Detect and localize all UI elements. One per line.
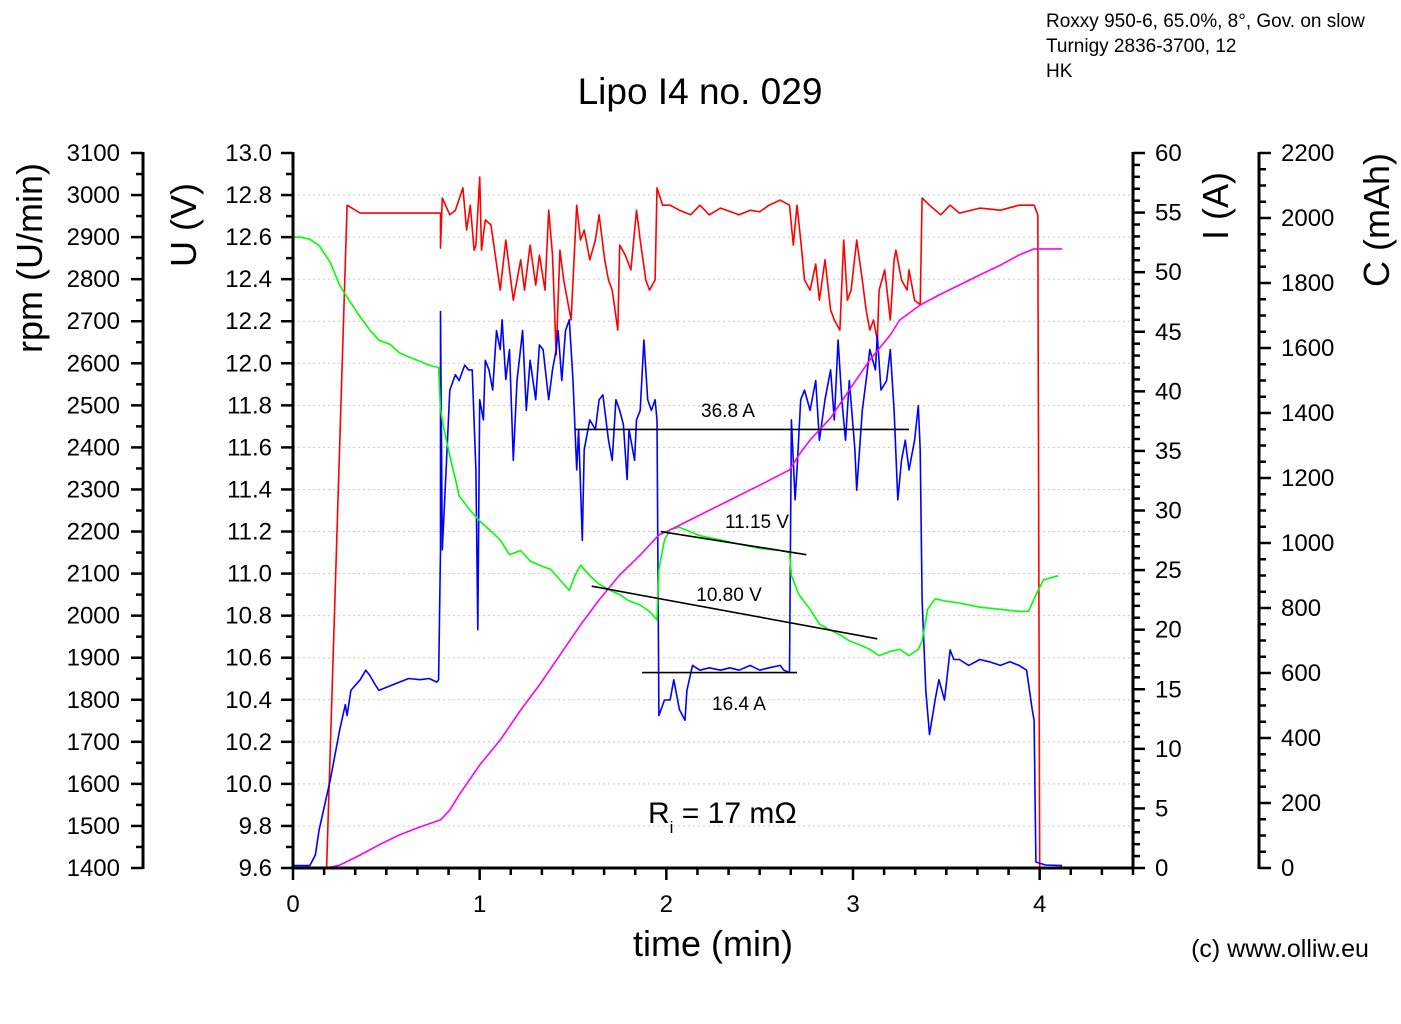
C-tick-label: 200	[1281, 790, 1321, 817]
i-axis-title: I (A)	[1195, 172, 1236, 240]
C-tick-label: 1000	[1281, 530, 1334, 557]
rpm-tick-label: 1800	[67, 687, 120, 714]
series-layer	[293, 176, 1063, 869]
anno-label-36-8a: 36.8 A	[701, 401, 755, 422]
axes: 1400150016001700180019002000210022002300…	[67, 140, 1335, 918]
annotation-lines	[574, 428, 909, 674]
U-tick-label: 12.6	[225, 224, 272, 251]
C-tick-label: 1800	[1281, 270, 1334, 297]
U-tick-label: 10.0	[225, 771, 272, 798]
C-tick-label: 2200	[1281, 140, 1334, 167]
U-tick-label: 10.6	[225, 645, 272, 672]
anno-label-16-4a: 16.4 A	[712, 694, 766, 715]
series-current	[293, 310, 1063, 867]
C-tick-label: 1200	[1281, 465, 1334, 492]
U-tick-label: 11.4	[227, 476, 272, 503]
gridlines	[293, 194, 1133, 827]
series-rpm	[325, 176, 1041, 869]
rpm-tick-label: 3000	[67, 182, 120, 209]
U-tick-label: 10.8	[225, 603, 272, 630]
rpm-tick-label: 2600	[67, 350, 120, 377]
rpm-tick-label: 1400	[67, 855, 120, 882]
u-axis-title: U (V)	[163, 183, 204, 267]
rpm-tick-label: 2400	[67, 434, 120, 461]
info-line-2: Turnigy 2836-3700, 12	[1046, 36, 1236, 57]
I-tick-label: 20	[1155, 617, 1182, 644]
I-tick-label: 25	[1155, 557, 1182, 584]
U-tick-label: 12.8	[225, 182, 272, 209]
U-tick-label: 12.0	[225, 350, 272, 377]
I-tick-label: 30	[1155, 498, 1182, 525]
rpm-tick-label: 2900	[67, 224, 120, 251]
rpm-tick-label: 1700	[67, 729, 120, 756]
rpm-tick-label: 2300	[67, 476, 120, 503]
series-voltage	[293, 236, 1059, 657]
x-tick-label: 3	[846, 891, 859, 918]
c-axis-title: C (mAh)	[1356, 153, 1397, 287]
U-tick-label: 11.0	[227, 561, 272, 588]
rpm-tick-label: 2000	[67, 603, 120, 630]
U-tick-label: 12.2	[225, 308, 272, 335]
annotation-line	[591, 585, 878, 640]
x-tick-label: 1	[473, 891, 486, 918]
chart-title: Lipo I4 no. 029	[578, 71, 823, 112]
x-tick-label: 0	[286, 891, 299, 918]
series-capacity	[326, 248, 1063, 869]
anno-label-10-80v: 10.80 V	[696, 585, 762, 606]
rpm-tick-label: 2100	[67, 561, 120, 588]
annotation-line	[660, 530, 807, 556]
rpm-tick-label: 2700	[67, 308, 120, 335]
ri-rest: = 17 mΩ	[673, 797, 796, 830]
rpm-tick-label: 2500	[67, 392, 120, 419]
rpm-tick-label: 1600	[67, 771, 120, 798]
C-tick-label: 0	[1281, 855, 1294, 882]
U-tick-label: 11.8	[227, 392, 272, 419]
U-tick-label: 9.8	[239, 813, 272, 840]
C-tick-label: 400	[1281, 725, 1321, 752]
ri-label: Ri = 17 mΩ	[648, 797, 797, 837]
I-tick-label: 55	[1155, 200, 1182, 227]
I-tick-label: 50	[1155, 259, 1182, 286]
rpm-tick-label: 2800	[67, 266, 120, 293]
x-tick-label: 4	[1033, 891, 1046, 918]
U-tick-label: 9.6	[239, 855, 272, 882]
U-tick-label: 13.0	[225, 140, 272, 167]
U-tick-label: 11.6	[227, 434, 272, 461]
ri-sub: i	[670, 818, 674, 837]
info-line-1: Roxxy 950-6, 65.0%, 8°, Gov. on slow	[1046, 11, 1365, 32]
C-tick-label: 1400	[1281, 400, 1334, 427]
rpm-tick-label: 1500	[67, 813, 120, 840]
I-tick-label: 0	[1155, 855, 1168, 882]
C-tick-label: 1600	[1281, 335, 1334, 362]
I-tick-label: 10	[1155, 736, 1182, 763]
C-tick-label: 2000	[1281, 205, 1334, 232]
I-tick-label: 5	[1155, 795, 1168, 822]
I-tick-label: 15	[1155, 676, 1182, 703]
rpm-tick-label: 1900	[67, 645, 120, 672]
I-tick-label: 45	[1155, 319, 1182, 346]
x-tick-label: 2	[660, 891, 673, 918]
I-tick-label: 60	[1155, 140, 1182, 167]
rpm-tick-label: 3100	[67, 140, 120, 167]
C-tick-label: 600	[1281, 660, 1321, 687]
anno-label-11-15v: 11.15 V	[725, 512, 789, 533]
copyright: (c) www.olliw.eu	[1191, 935, 1369, 963]
I-tick-label: 40	[1155, 378, 1182, 405]
info-line-3: HK	[1046, 61, 1073, 82]
I-tick-label: 35	[1155, 438, 1182, 465]
C-tick-label: 800	[1281, 595, 1321, 622]
U-tick-label: 12.4	[225, 266, 272, 293]
rpm-tick-label: 2200	[67, 519, 120, 546]
x-axis-title: time (min)	[633, 923, 793, 964]
U-tick-label: 10.4	[225, 687, 272, 714]
U-tick-label: 10.2	[225, 729, 272, 756]
U-tick-label: 11.2	[227, 519, 272, 546]
rpm-axis-title: rpm (U/min)	[9, 163, 50, 353]
ri-r: R	[648, 797, 670, 830]
